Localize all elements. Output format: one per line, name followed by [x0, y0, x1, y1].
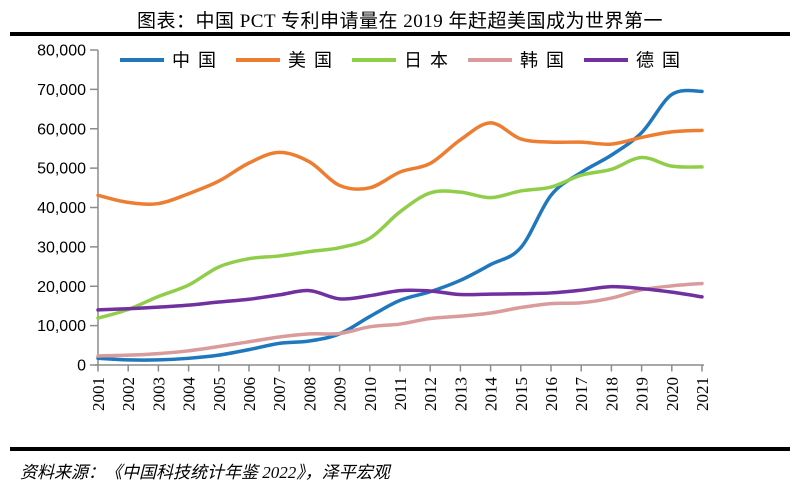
x-tick-label: 2001 [89, 377, 108, 411]
x-tick-label: 2008 [300, 377, 319, 411]
source-note: 资料来源：《中国科技统计年鉴 2022》，泽平宏观 [20, 463, 390, 482]
legend-item-korea: 韩国 [468, 51, 572, 71]
x-tick-label: 2011 [391, 377, 410, 410]
x-tick-label: 2005 [210, 377, 229, 411]
y-tick-label: 60,000 [37, 121, 86, 138]
x-tick-label: 2002 [119, 377, 138, 411]
legend-label-japan: 日本 [404, 51, 456, 71]
y-tick-label: 50,000 [37, 161, 86, 178]
series-line-korea [96, 281, 704, 358]
legend-label-korea: 韩国 [520, 51, 572, 71]
divider-bottom [10, 447, 790, 451]
y-tick-label: 80,000 [37, 43, 86, 60]
x-tick-label: 2009 [331, 377, 350, 411]
x-tick-label: 2006 [240, 377, 259, 411]
x-tick-label: 2014 [482, 377, 501, 412]
x-tick-label: 2016 [542, 377, 561, 411]
y-tick-label: 20,000 [37, 279, 86, 296]
x-tick-label: 2017 [572, 377, 591, 412]
x-tick-label: 2015 [512, 377, 531, 411]
y-tick-label: 30,000 [37, 239, 86, 256]
y-tick-label: 10,000 [37, 318, 86, 335]
legend-item-china: 中国 [120, 51, 224, 71]
y-tick-label: 0 [77, 358, 86, 375]
x-tick-label: 2007 [270, 377, 289, 412]
x-tick-label: 2018 [602, 377, 621, 411]
series-line-usa [96, 121, 704, 206]
series-line-germany [96, 284, 704, 312]
divider-top [10, 32, 790, 36]
series-line-china [96, 88, 704, 362]
x-tick-label: 2012 [421, 377, 440, 411]
x-tick-label: 2020 [663, 377, 682, 411]
x-tick-label: 2021 [693, 377, 712, 411]
legend-item-usa: 美国 [236, 51, 340, 71]
chart-title: 图表：中国 PCT 专利申请量在 2019 年赶超美国成为世界第一 [136, 11, 663, 32]
x-tick-label: 2003 [149, 377, 168, 411]
y-tick-label: 40,000 [37, 200, 86, 217]
x-tick-label: 2004 [180, 377, 199, 412]
legend-item-germany: 德国 [584, 51, 688, 71]
y-tick-label: 70,000 [37, 82, 86, 99]
legend-label-usa: 美国 [288, 51, 340, 71]
legend-label-germany: 德国 [636, 51, 688, 71]
x-tick-label: 2010 [361, 377, 380, 411]
series-line-japan [96, 155, 704, 320]
legend-label-china: 中国 [172, 51, 224, 71]
x-tick-label: 2019 [633, 377, 652, 411]
x-tick-label: 2013 [451, 377, 470, 411]
legend-item-japan: 日本 [352, 51, 456, 71]
